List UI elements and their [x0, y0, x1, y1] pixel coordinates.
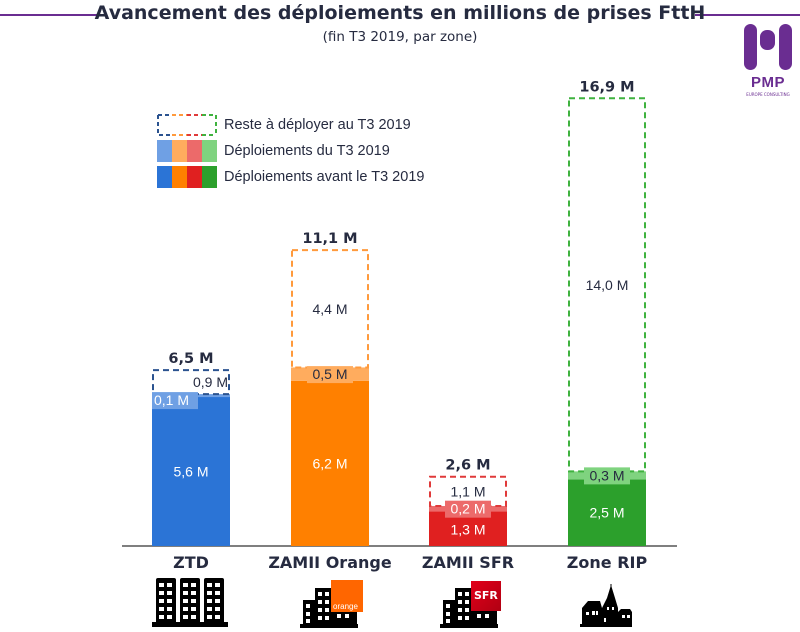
- segment-label-before-t3: 5,6 M: [173, 463, 208, 479]
- segment-label-t3: 0,1 M: [154, 392, 189, 408]
- title-rule-left: [0, 14, 104, 16]
- legend-label: Déploiements avant le T3 2019: [224, 169, 425, 185]
- bar-segment-before-t3: [152, 396, 230, 546]
- legend-dashed-box: [157, 114, 217, 136]
- segment-label-remaining: 1,1 M: [450, 483, 485, 499]
- legend-swatch-solid: [157, 166, 217, 188]
- bar-segment-before-t3: [291, 380, 369, 546]
- bar-total-label: 6,5 M: [168, 351, 213, 367]
- legend-item-t3: Déploiements du T3 2019: [157, 138, 424, 164]
- chart-subtitle: (fin T3 2019, par zone): [322, 29, 478, 45]
- title-rule-right: [695, 14, 800, 16]
- category-label: ZAMII Orange: [268, 553, 392, 572]
- city-buildings-icon: [152, 578, 228, 627]
- segment-label-before-t3: 2,5 M: [589, 505, 624, 521]
- category-label: ZTD: [173, 553, 209, 572]
- category-label: Zone RIP: [567, 553, 648, 572]
- segment-label-remaining: 0,9 M: [193, 374, 228, 390]
- segment-label-before-t3: 6,2 M: [312, 455, 347, 471]
- segment-label-before-t3: 1,3 M: [450, 522, 485, 538]
- chart-title: Avancement des déploiements en millions …: [94, 2, 706, 24]
- bar-total-label: 2,6 M: [445, 458, 490, 474]
- sfr-brand-text: SFR: [474, 589, 498, 602]
- legend-label: Déploiements du T3 2019: [224, 143, 390, 159]
- segment-label-remaining: 4,4 M: [312, 301, 347, 317]
- bar-segment-remaining: [568, 97, 646, 473]
- segment-label-bg: [584, 467, 630, 485]
- segment-label-remaining: 14,0 M: [586, 277, 629, 293]
- bar-segment-before-t3: [568, 479, 646, 546]
- legend-swatch-light: [157, 140, 217, 162]
- segment-label-t3: 0,2 M: [450, 501, 485, 517]
- segment-label-bg: [152, 392, 198, 410]
- bar-total-label: 11,1 M: [302, 231, 357, 247]
- logo-text: PMP: [750, 74, 785, 91]
- logo-subtext: EUROPE CONSULTING: [746, 92, 790, 97]
- legend-swatch-dashed: [157, 114, 217, 136]
- segment-label-t3: 0,5 M: [312, 366, 347, 382]
- segment-label-t3: 0,3 M: [589, 467, 624, 483]
- pmp-logo-icon: [744, 24, 792, 70]
- legend-item-before: Déploiements avant le T3 2019: [157, 164, 424, 190]
- orange-brand-text: orange: [333, 602, 358, 611]
- legend: Reste à déployer au T3 2019 Déploiements…: [157, 112, 424, 190]
- bar-total-label: 16,9 M: [579, 79, 634, 95]
- orange-buildings-icon: orange: [300, 580, 363, 628]
- legend-label: Reste à déployer au T3 2019: [224, 117, 411, 133]
- legend-item-remaining: Reste à déployer au T3 2019: [157, 112, 424, 138]
- segment-label-bg: [307, 366, 353, 384]
- village-church-icon: [580, 584, 632, 627]
- category-label: ZAMII SFR: [422, 553, 514, 572]
- segment-label-bg: [445, 500, 491, 518]
- sfr-buildings-icon: SFR: [440, 581, 501, 628]
